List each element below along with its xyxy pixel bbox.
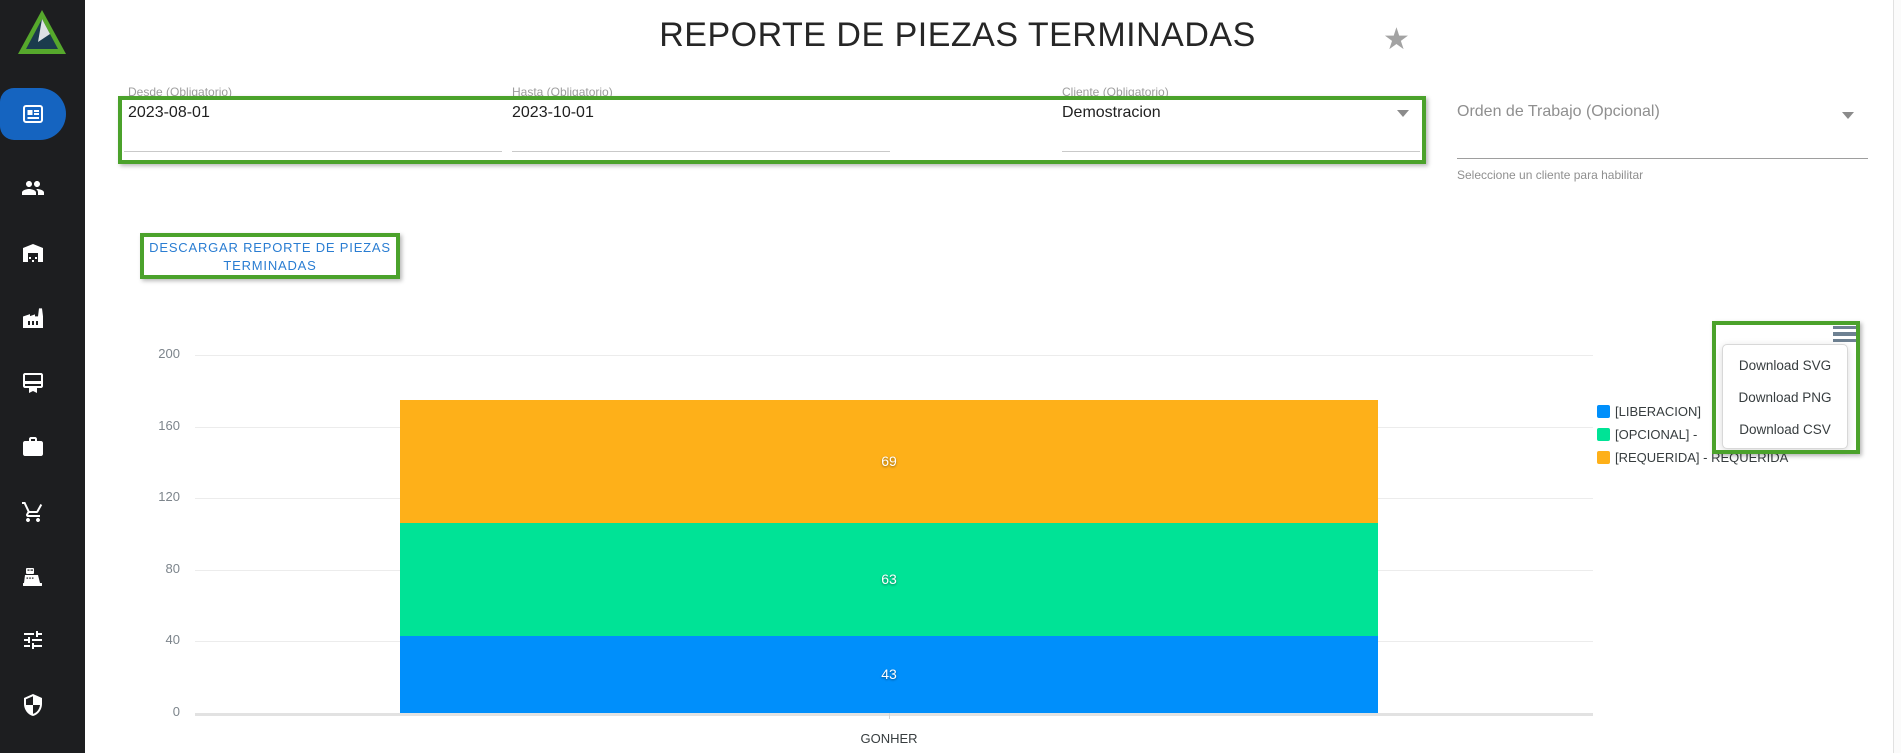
bar-data-label: 69 (881, 452, 897, 469)
legend-label: [LIBERACION] (1615, 404, 1701, 419)
y-axis-tick-label: 200 (158, 346, 180, 361)
orden-trabajo-select[interactable]: Orden de Trabajo (Opcional) (1457, 103, 1660, 120)
page-title: REPORTE DE PIEZAS TERMINADAS (659, 16, 1256, 54)
menu-item-download-png[interactable]: Download PNG (1738, 390, 1832, 405)
chart-download-menu: Download SVG Download PNG Download CSV (1722, 344, 1848, 449)
hasta-label: Hasta (Obligatorio) (512, 85, 613, 99)
gridline (195, 355, 1593, 356)
legend-marker-icon (1597, 428, 1610, 441)
factory-icon[interactable] (21, 306, 45, 330)
legend-label: [REQUERIDA] - REQUERIDA (1615, 450, 1789, 465)
desde-label: Desde (Obligatorio) (128, 85, 233, 99)
cliente-select[interactable]: Demostracion (1062, 104, 1161, 121)
legend-item[interactable]: [REQUERIDA] - REQUERIDA (1597, 446, 1788, 469)
cart-icon[interactable] (21, 500, 45, 524)
company-logo-icon[interactable] (17, 9, 67, 55)
bar-segment (400, 523, 1378, 637)
hasta-input[interactable]: 2023-10-01 (512, 104, 594, 121)
y-axis-tick-label: 120 (158, 489, 180, 505)
shield-icon[interactable] (21, 693, 45, 717)
orden-dropdown-arrow-icon[interactable] (1842, 112, 1854, 119)
warehouse-icon[interactable] (21, 241, 45, 265)
orden-underline (1457, 158, 1868, 159)
sidebar-active-pill (0, 88, 66, 140)
hasta-underline (512, 151, 890, 152)
bar-data-label: 43 (881, 665, 897, 682)
certificate-icon[interactable] (21, 371, 45, 395)
descargar-reporte-button[interactable]: DESCARGAR REPORTE DE PIEZAS TERMINADAS (146, 238, 394, 275)
x-axis-line (195, 713, 1593, 716)
x-axis-category-label: GONHER (860, 731, 918, 746)
chart-menu-hamburger-icon[interactable] (1833, 326, 1858, 343)
cliente-label: Cliente (Obligatorio) (1062, 85, 1169, 99)
briefcase-icon[interactable] (21, 435, 45, 459)
bar-segment (400, 399, 1378, 524)
legend-marker-icon (1597, 405, 1610, 418)
sidebar (0, 0, 85, 753)
y-axis-tick-label: 40 (165, 632, 180, 648)
star-icon[interactable]: ★ (1383, 23, 1410, 56)
orden-helper-text: Seleccione un cliente para habilitar (1457, 168, 1644, 182)
bar-segment (400, 636, 1378, 713)
menu-item-download-svg[interactable]: Download SVG (1738, 358, 1832, 373)
legend-marker-icon (1597, 451, 1610, 464)
cliente-underline (1062, 151, 1420, 152)
menu-item-download-csv[interactable]: Download CSV (1739, 422, 1831, 437)
bar-data-label: 63 (881, 570, 897, 587)
vertical-scrollbar[interactable] (1893, 0, 1901, 753)
newspaper-icon[interactable] (21, 102, 45, 126)
sliders-icon[interactable] (21, 628, 45, 652)
desde-underline (124, 151, 502, 152)
legend-label: [OPCIONAL] - (1615, 427, 1698, 442)
desde-input[interactable]: 2023-08-01 (128, 104, 210, 121)
cash-register-icon[interactable] (21, 565, 45, 589)
legend-item[interactable]: [OPCIONAL] - (1597, 423, 1788, 446)
cliente-dropdown-arrow-icon[interactable] (1397, 110, 1409, 117)
annotation-box-filters (118, 96, 1426, 164)
y-axis-tick-label: 80 (165, 560, 180, 576)
x-axis-tick (889, 713, 890, 719)
y-axis-tick-label: 160 (158, 417, 180, 433)
y-axis-tick-label: 0 (172, 704, 180, 719)
legend-item[interactable]: [LIBERACION] (1597, 400, 1788, 423)
users-icon[interactable] (21, 176, 45, 200)
